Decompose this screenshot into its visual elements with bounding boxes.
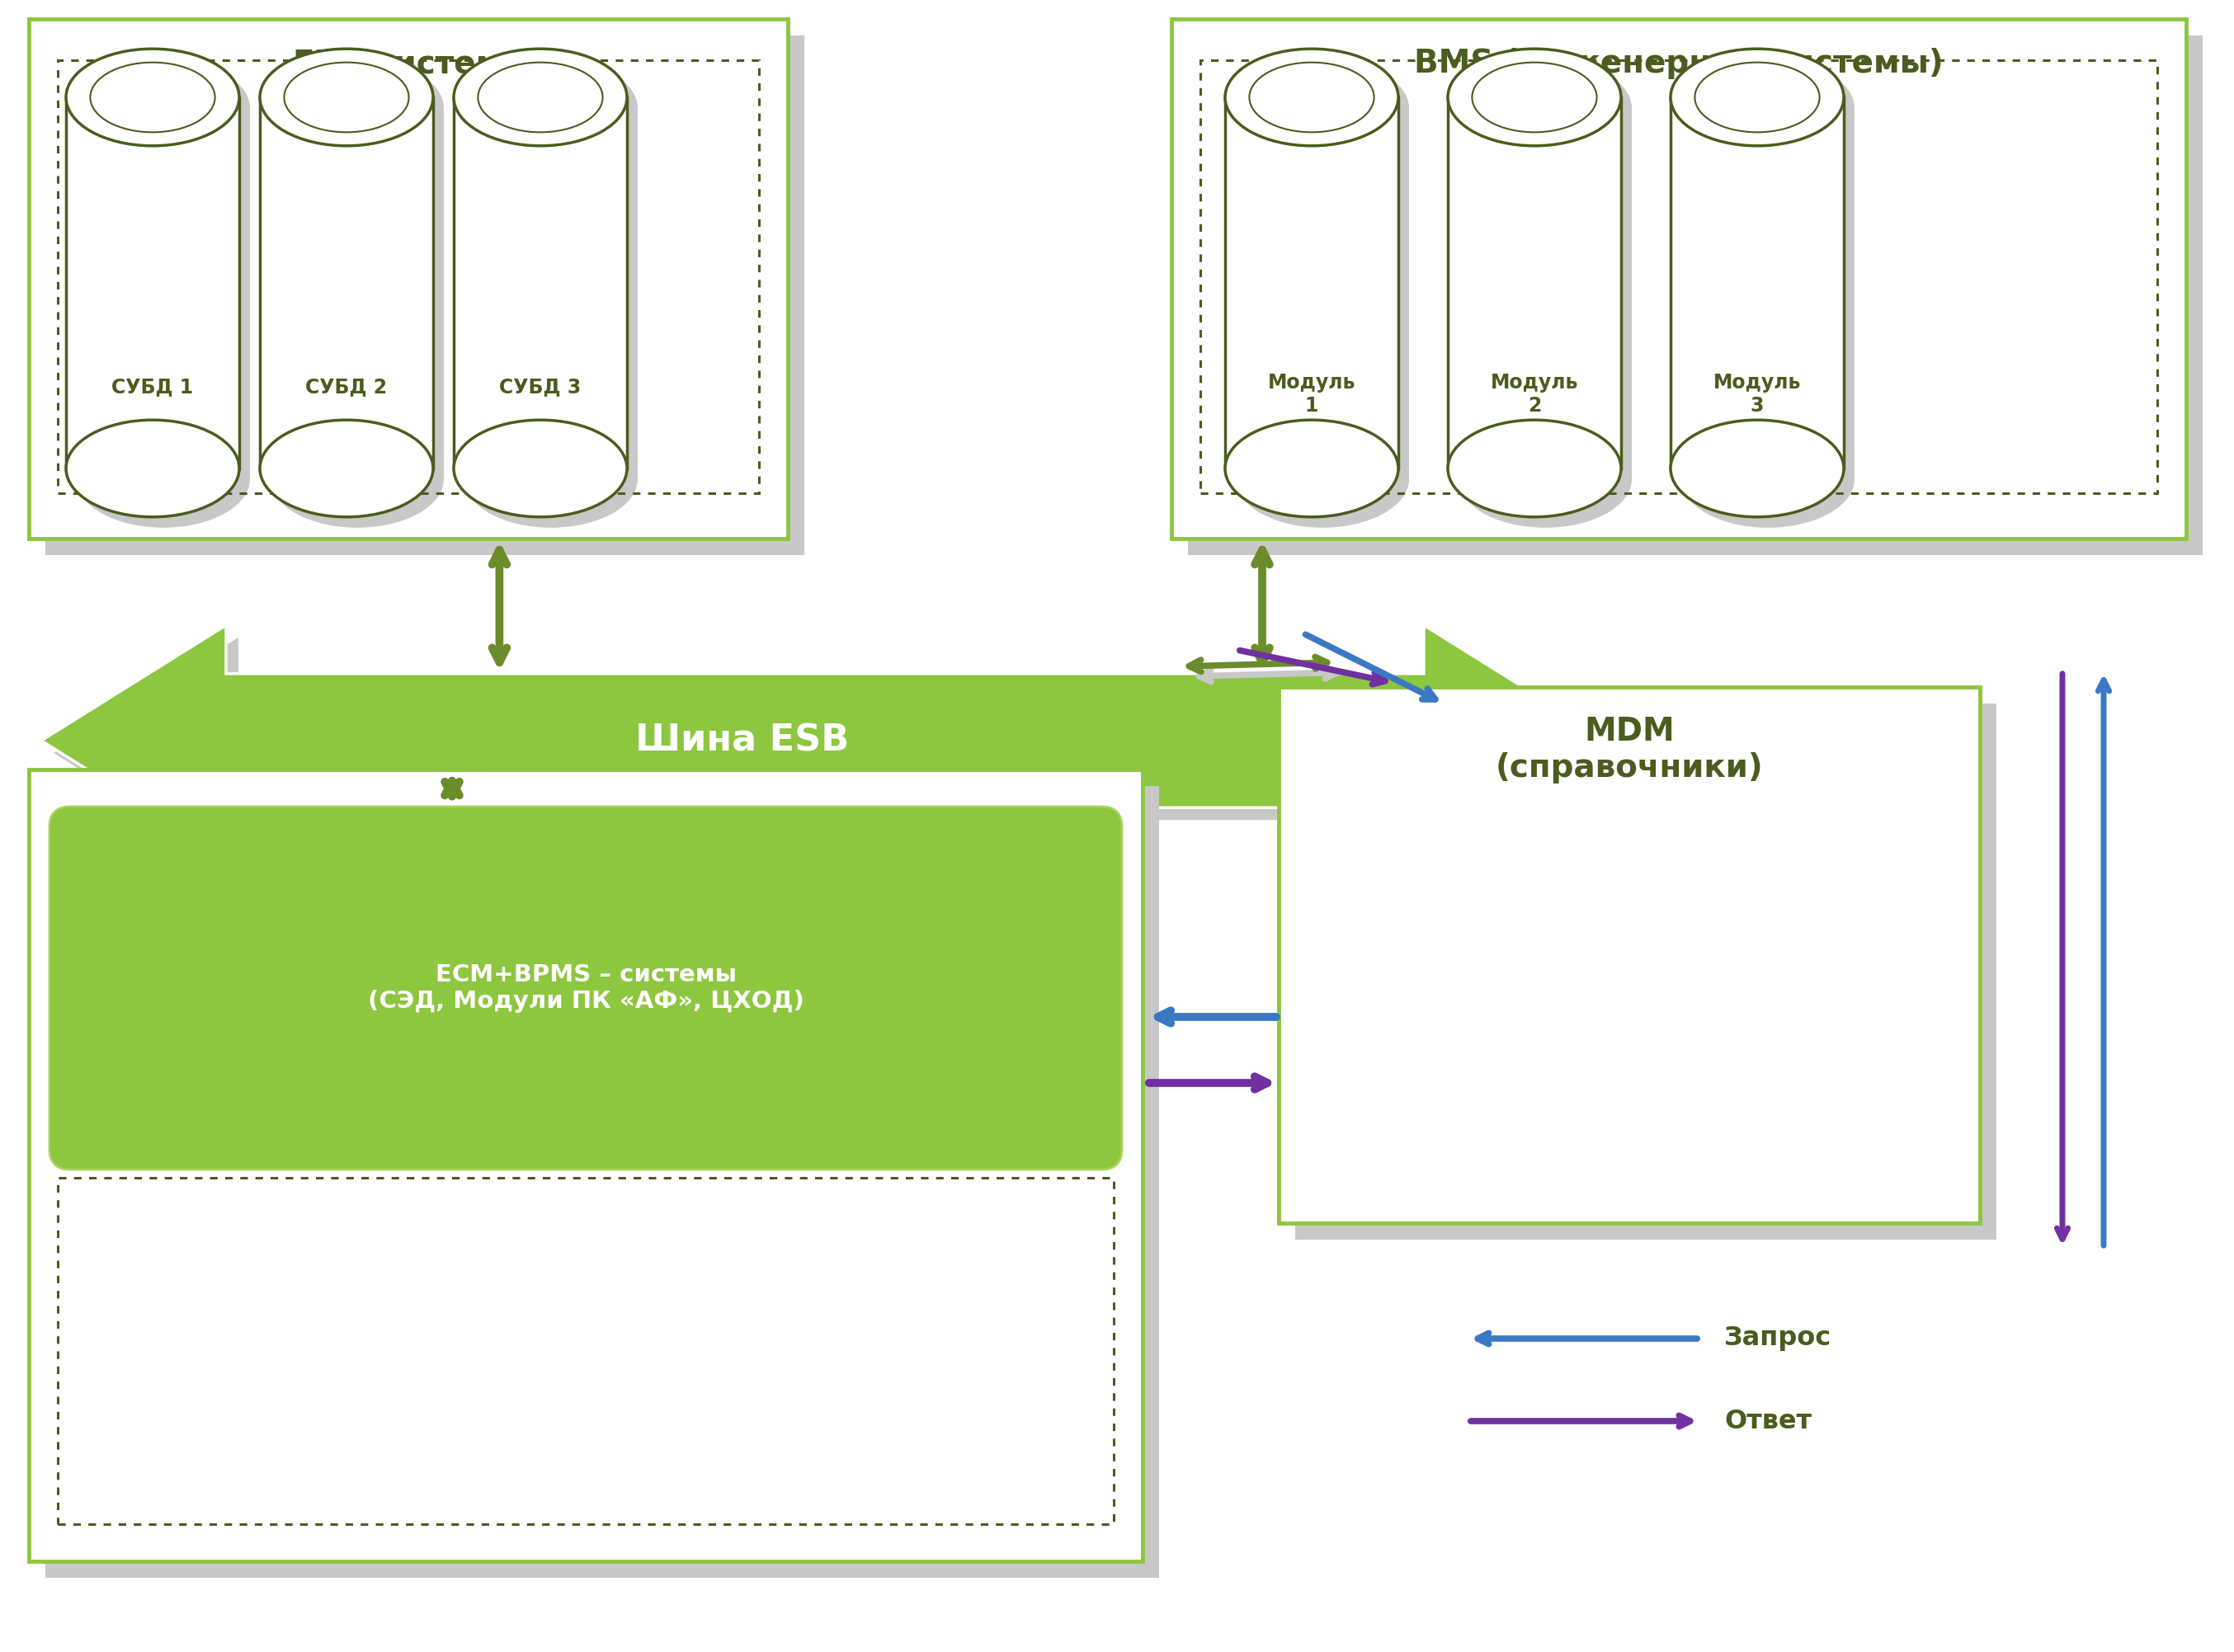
Bar <box>76 107 250 479</box>
Bar <box>58 59 760 494</box>
Ellipse shape <box>1459 431 1631 527</box>
Ellipse shape <box>465 59 637 157</box>
Ellipse shape <box>308 1156 480 1254</box>
Ellipse shape <box>1671 50 1843 145</box>
Ellipse shape <box>527 1459 701 1556</box>
Text: СУБД 2: СУБД 2 <box>306 377 386 396</box>
Ellipse shape <box>527 1146 701 1242</box>
Text: Модуль
3: Модуль 3 <box>1713 373 1801 416</box>
Bar <box>58 1178 1115 1525</box>
Text: СУБД С: СУБД С <box>574 1429 657 1449</box>
Ellipse shape <box>1671 420 1843 517</box>
Bar <box>527 1194 701 1508</box>
Ellipse shape <box>465 431 637 527</box>
Ellipse shape <box>1696 63 1818 132</box>
Ellipse shape <box>478 63 603 132</box>
Bar <box>259 97 433 469</box>
Ellipse shape <box>67 50 239 145</box>
Ellipse shape <box>1472 63 1597 132</box>
Ellipse shape <box>297 1146 469 1242</box>
Ellipse shape <box>76 59 250 157</box>
Ellipse shape <box>538 1470 713 1566</box>
FancyBboxPatch shape <box>1171 18 2187 539</box>
Text: Запрос: Запрос <box>1725 1327 1832 1351</box>
Ellipse shape <box>89 63 214 132</box>
Ellipse shape <box>67 1459 239 1556</box>
Bar <box>1671 97 1843 469</box>
Ellipse shape <box>259 50 433 145</box>
Bar <box>1235 107 1410 479</box>
Bar <box>1459 107 1631 479</box>
Ellipse shape <box>67 1146 239 1242</box>
Bar <box>67 1194 239 1508</box>
Bar <box>538 1204 713 1518</box>
Ellipse shape <box>89 1160 214 1229</box>
FancyBboxPatch shape <box>45 786 1159 1578</box>
Ellipse shape <box>297 1459 469 1556</box>
Bar <box>1448 97 1622 469</box>
Ellipse shape <box>1235 59 1410 157</box>
Text: ERP-система: ERP-система <box>293 48 525 79</box>
Ellipse shape <box>76 431 250 527</box>
Bar <box>454 97 628 469</box>
Ellipse shape <box>1448 50 1622 145</box>
Text: СУБД 1: СУБД 1 <box>112 377 194 396</box>
Text: Модуль
1: Модуль 1 <box>1269 373 1356 416</box>
FancyBboxPatch shape <box>29 770 1142 1561</box>
Bar <box>1224 97 1398 469</box>
Text: СУБД 3: СУБД 3 <box>500 377 581 396</box>
Text: СУБД А: СУБД А <box>112 1429 194 1449</box>
Text: Шина ESB: Шина ESB <box>634 724 849 758</box>
Ellipse shape <box>270 59 445 157</box>
Text: BMS (Инженерные системы): BMS (Инженерные системы) <box>1414 48 1944 79</box>
Text: СУБД Б: СУБД Б <box>342 1429 424 1449</box>
Ellipse shape <box>1224 420 1398 517</box>
Ellipse shape <box>322 1160 447 1229</box>
Polygon shape <box>40 624 1608 856</box>
Text: Ответ: Ответ <box>1725 1408 1812 1434</box>
Ellipse shape <box>284 63 409 132</box>
FancyBboxPatch shape <box>1278 687 1979 1222</box>
FancyBboxPatch shape <box>49 806 1121 1170</box>
Bar <box>270 107 445 479</box>
Ellipse shape <box>270 431 445 527</box>
Ellipse shape <box>1224 50 1398 145</box>
FancyBboxPatch shape <box>1188 35 2203 555</box>
Bar <box>465 107 637 479</box>
Ellipse shape <box>259 420 433 517</box>
Polygon shape <box>54 638 1622 869</box>
Bar <box>297 1194 469 1508</box>
Ellipse shape <box>1235 431 1410 527</box>
Ellipse shape <box>454 420 628 517</box>
FancyBboxPatch shape <box>29 18 789 539</box>
FancyBboxPatch shape <box>45 35 804 555</box>
Ellipse shape <box>454 50 628 145</box>
Ellipse shape <box>538 1156 713 1254</box>
Bar <box>76 1204 250 1518</box>
Ellipse shape <box>76 1470 250 1566</box>
Bar <box>67 97 239 469</box>
Ellipse shape <box>308 1470 480 1566</box>
Ellipse shape <box>552 1160 677 1229</box>
Ellipse shape <box>1448 420 1622 517</box>
Bar <box>308 1204 480 1518</box>
Ellipse shape <box>1459 59 1631 157</box>
Ellipse shape <box>1249 63 1374 132</box>
Text: ECM+BPMS – системы
(СЭД, Модули ПК «АФ», ЦХОД): ECM+BPMS – системы (СЭД, Модули ПК «АФ»,… <box>369 963 804 1013</box>
FancyBboxPatch shape <box>1296 704 1997 1239</box>
Text: MDM
(справочники): MDM (справочники) <box>1495 715 1763 783</box>
Ellipse shape <box>1682 431 1854 527</box>
Bar <box>1682 107 1854 479</box>
Ellipse shape <box>1682 59 1854 157</box>
Text: Модуль
2: Модуль 2 <box>1490 373 1577 416</box>
Ellipse shape <box>76 1156 250 1254</box>
Bar <box>1200 59 2158 494</box>
Ellipse shape <box>67 420 239 517</box>
